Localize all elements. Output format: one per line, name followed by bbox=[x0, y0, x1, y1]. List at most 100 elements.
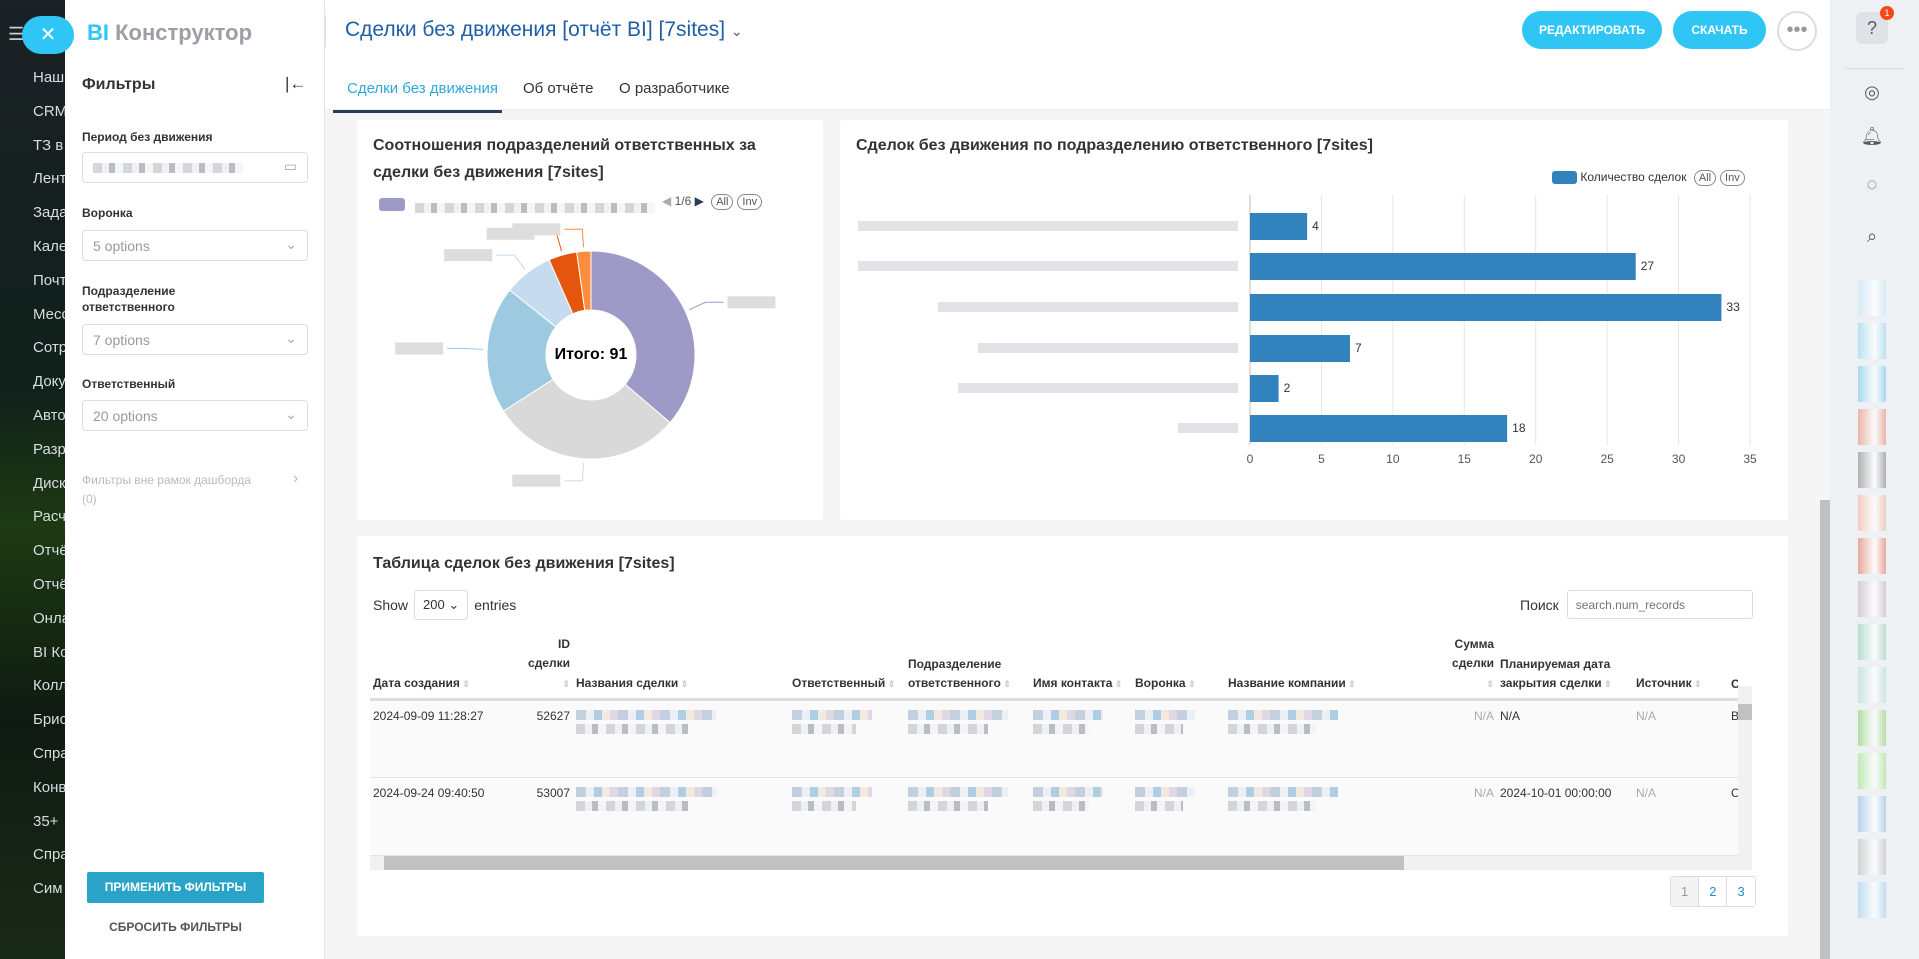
prev-page-icon[interactable]: ◀ bbox=[662, 194, 672, 208]
avatar[interactable] bbox=[1858, 452, 1886, 488]
search-icon[interactable]: ⌕ bbox=[1866, 226, 1878, 246]
left-menu-item[interactable]: Расч bbox=[33, 508, 65, 526]
left-menu-item[interactable]: Авто bbox=[33, 407, 65, 424]
column-header[interactable]: ID сделки ⇕ bbox=[517, 631, 573, 701]
avatar[interactable] bbox=[1858, 495, 1886, 531]
avatar[interactable] bbox=[1858, 323, 1886, 359]
left-menu-item[interactable]: BI Ко bbox=[33, 643, 65, 661]
legend-all-button[interactable]: All bbox=[1693, 170, 1717, 186]
pie-slice[interactable] bbox=[590, 250, 696, 424]
legend-swatch[interactable] bbox=[379, 198, 405, 211]
column-header[interactable]: Ста пер bbox=[1728, 631, 1738, 701]
avatar[interactable] bbox=[1858, 667, 1886, 703]
collapse-filters-icon[interactable]: |← bbox=[285, 74, 307, 93]
sort-icon[interactable]: ⇕ bbox=[1486, 679, 1494, 689]
avatar[interactable] bbox=[1858, 581, 1886, 617]
left-menu-item[interactable]: Онла bbox=[33, 609, 65, 627]
entries-select[interactable]: 200 ⌄ bbox=[414, 590, 469, 620]
column-header[interactable]: Сумма сделки ⇕ bbox=[1440, 631, 1497, 701]
left-menu-item[interactable]: Месс bbox=[33, 305, 65, 323]
left-menu-item[interactable]: Почт bbox=[33, 271, 65, 289]
left-menu-item[interactable]: Зада bbox=[33, 204, 65, 222]
legend-inv-button[interactable]: Inv bbox=[1720, 170, 1745, 186]
column-header[interactable]: Подразделение ответственного ⇕ bbox=[905, 631, 1030, 701]
chat-icon[interactable]: ◌ bbox=[1866, 174, 1878, 194]
left-menu-item[interactable]: Кале bbox=[33, 238, 65, 255]
legend-swatch[interactable] bbox=[1552, 171, 1577, 185]
resp-select[interactable]: 20 options ⌄ bbox=[82, 400, 308, 431]
avatar[interactable] bbox=[1858, 280, 1886, 316]
sort-icon[interactable]: ⇕ bbox=[1185, 679, 1196, 689]
left-menu-item[interactable]: Отчё bbox=[33, 542, 65, 560]
sort-icon[interactable]: ⇕ bbox=[459, 679, 470, 689]
left-menu-item[interactable]: Спра bbox=[33, 745, 65, 762]
avatar[interactable] bbox=[1858, 796, 1886, 832]
column-header[interactable]: Имя контакта ⇕ bbox=[1030, 631, 1132, 701]
copilot-icon[interactable]: ◎ bbox=[1864, 82, 1880, 102]
edit-button[interactable]: РЕДАКТИРОВАТЬ bbox=[1522, 11, 1662, 49]
pie-slice[interactable] bbox=[576, 250, 592, 311]
page-button[interactable]: 1 bbox=[1671, 877, 1699, 906]
funnel-select[interactable]: 5 options ⌄ bbox=[82, 230, 308, 261]
sort-icon[interactable]: ⇕ bbox=[1000, 679, 1011, 689]
column-header[interactable]: Ответственный ⇕ bbox=[789, 631, 905, 701]
close-slider-button[interactable]: ✕ bbox=[22, 16, 74, 54]
sort-icon[interactable]: ⇕ bbox=[562, 679, 570, 689]
next-page-icon[interactable]: ▶ bbox=[694, 194, 704, 208]
tab-deals-idle[interactable]: Сделки без движения bbox=[332, 80, 503, 113]
legend-label[interactable]: Количество сделок bbox=[1580, 170, 1687, 184]
period-date-input[interactable]: ▭ bbox=[82, 152, 308, 183]
bar[interactable] bbox=[1250, 335, 1350, 362]
avatar[interactable] bbox=[1858, 839, 1886, 875]
avatar[interactable] bbox=[1858, 624, 1886, 660]
left-menu-item[interactable]: Спра bbox=[33, 846, 65, 864]
left-menu-item[interactable]: Конв bbox=[33, 778, 65, 796]
horizontal-scrollbar[interactable] bbox=[370, 856, 1752, 870]
left-menu-item[interactable]: Брис bbox=[33, 711, 65, 729]
left-menu-item[interactable]: Диск bbox=[33, 474, 65, 492]
left-menu-item[interactable]: Отчё bbox=[33, 576, 65, 593]
table-row[interactable]: 2024-09-24 09:40:50 53007 N/A 2024-10-01 00… bbox=[370, 777, 1738, 856]
column-header[interactable]: Планируемая дата закрытия сделки ⇕ bbox=[1497, 631, 1633, 701]
left-menu-item[interactable]: Разр bbox=[33, 440, 65, 458]
sort-icon[interactable]: ⇕ bbox=[1601, 679, 1612, 689]
pie-slice[interactable] bbox=[486, 289, 557, 412]
outside-filters-toggle[interactable]: Фильтры вне рамок дашборда (0) bbox=[82, 473, 252, 506]
legend-all-button[interactable]: All bbox=[711, 194, 734, 210]
report-title-dropdown[interactable]: Сделки без движения [отчёт BI] [7sites] … bbox=[345, 18, 743, 41]
left-menu-item[interactable]: 35+ bbox=[33, 812, 59, 830]
avatar[interactable] bbox=[1858, 753, 1886, 789]
left-menu-item[interactable]: Сим bbox=[33, 880, 63, 898]
ellipsis-icon[interactable]: ••• bbox=[1777, 11, 1817, 51]
sort-icon[interactable]: ⇕ bbox=[1112, 679, 1123, 689]
pie-slice[interactable] bbox=[502, 378, 671, 460]
column-header[interactable]: Названия сделки ⇕ bbox=[573, 631, 789, 701]
left-menu-item[interactable]: Колл bbox=[33, 677, 65, 695]
left-menu-item[interactable]: Доку bbox=[33, 373, 65, 391]
left-menu-item[interactable]: Сотр bbox=[33, 339, 65, 357]
apply-filters-button[interactable]: ПРИМЕНИТЬ ФИЛЬТРЫ bbox=[87, 872, 264, 903]
avatar[interactable] bbox=[1858, 710, 1886, 746]
bar[interactable] bbox=[1250, 415, 1508, 442]
legend-inv-button[interactable]: Inv bbox=[737, 194, 763, 210]
help-icon[interactable]: ? 1 bbox=[1856, 6, 1894, 44]
left-menu-item[interactable]: ТЗ в bbox=[33, 136, 64, 154]
dept-select[interactable]: 7 options ⌄ bbox=[82, 324, 308, 355]
avatar[interactable] bbox=[1858, 538, 1886, 574]
search-input[interactable] bbox=[1566, 590, 1753, 619]
sort-icon[interactable]: ⇕ bbox=[678, 679, 689, 689]
left-menu-item[interactable]: Наш bbox=[33, 69, 65, 86]
left-menu-item[interactable]: CRM bbox=[33, 102, 65, 120]
tab-about-report[interactable]: Об отчёте bbox=[523, 80, 594, 97]
page-button[interactable]: 3 bbox=[1726, 877, 1755, 906]
reset-filters-button[interactable]: СБРОСИТЬ ФИЛЬТРЫ bbox=[109, 920, 242, 934]
vertical-scrollbar[interactable] bbox=[1738, 686, 1752, 856]
page-button[interactable]: 2 bbox=[1698, 877, 1727, 906]
bar[interactable] bbox=[1250, 294, 1722, 321]
avatar[interactable] bbox=[1858, 882, 1886, 918]
column-header[interactable]: Название компании ⇕ bbox=[1225, 631, 1440, 701]
bar[interactable] bbox=[1250, 253, 1636, 280]
page-scrollbar[interactable] bbox=[1820, 500, 1830, 959]
